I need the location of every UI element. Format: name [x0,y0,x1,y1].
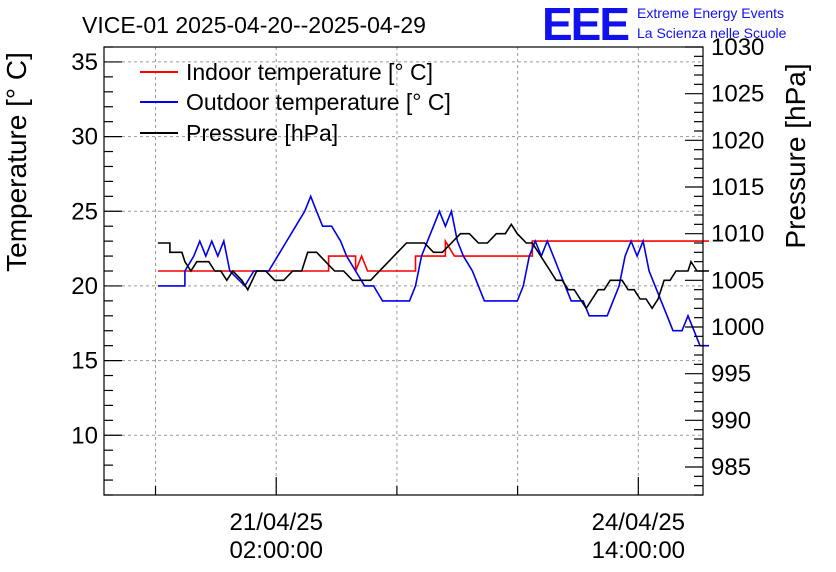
y2-tick-label: 1025 [711,81,764,108]
x-tick-label-time: 02:00:00 [230,537,323,564]
y-tick-label: 20 [71,273,98,300]
x-tick-label-date: 21/04/25 [230,509,323,536]
y2-tick-label: 995 [711,361,751,388]
y2-tick-label: 1000 [711,314,764,341]
y2-axis-label: Pressure [hPa] [780,63,811,248]
axes: 1015202530359859909951000100510101015102… [71,34,764,564]
y-tick-label: 25 [71,198,98,225]
y2-tick-label: 1020 [711,127,764,154]
legend-label-outdoor: Outdoor temperature [° C] [186,89,451,115]
logo-line-2: La Scienza nelle Scuole [637,25,787,41]
y-axis-label: Temperature [° C] [1,52,32,272]
y-tick-label: 10 [71,422,98,449]
logo-mark: EEE [542,0,628,50]
y2-tick-label: 990 [711,407,751,434]
series-line-0 [157,238,709,272]
legend-label-indoor: Indoor temperature [° C] [186,59,433,85]
y2-tick-label: 1030 [711,34,764,61]
y2-tick-label: 1010 [711,221,764,248]
logo-line-1: Extreme Energy Events [637,5,784,21]
eee-logo: EEE Extreme Energy Events La Scienza nel… [542,0,787,50]
y2-tick-label: 985 [711,454,751,481]
x-tick-label-time: 14:00:00 [592,537,685,564]
chart-title: VICE-01 2025-04-20--2025-04-29 [82,12,426,38]
y-tick-label: 35 [71,49,98,76]
y2-tick-label: 1005 [711,267,764,294]
series-line-2 [157,222,709,310]
legend-label-pressure: Pressure [hPa] [186,120,338,146]
plot-series [157,194,709,347]
y-tick-label: 15 [71,348,98,375]
y-tick-label: 30 [71,124,98,151]
legend: Indoor temperature [° C] Outdoor tempera… [140,59,451,146]
x-tick-label-date: 24/04/25 [592,509,685,536]
y2-tick-label: 1015 [711,174,764,201]
